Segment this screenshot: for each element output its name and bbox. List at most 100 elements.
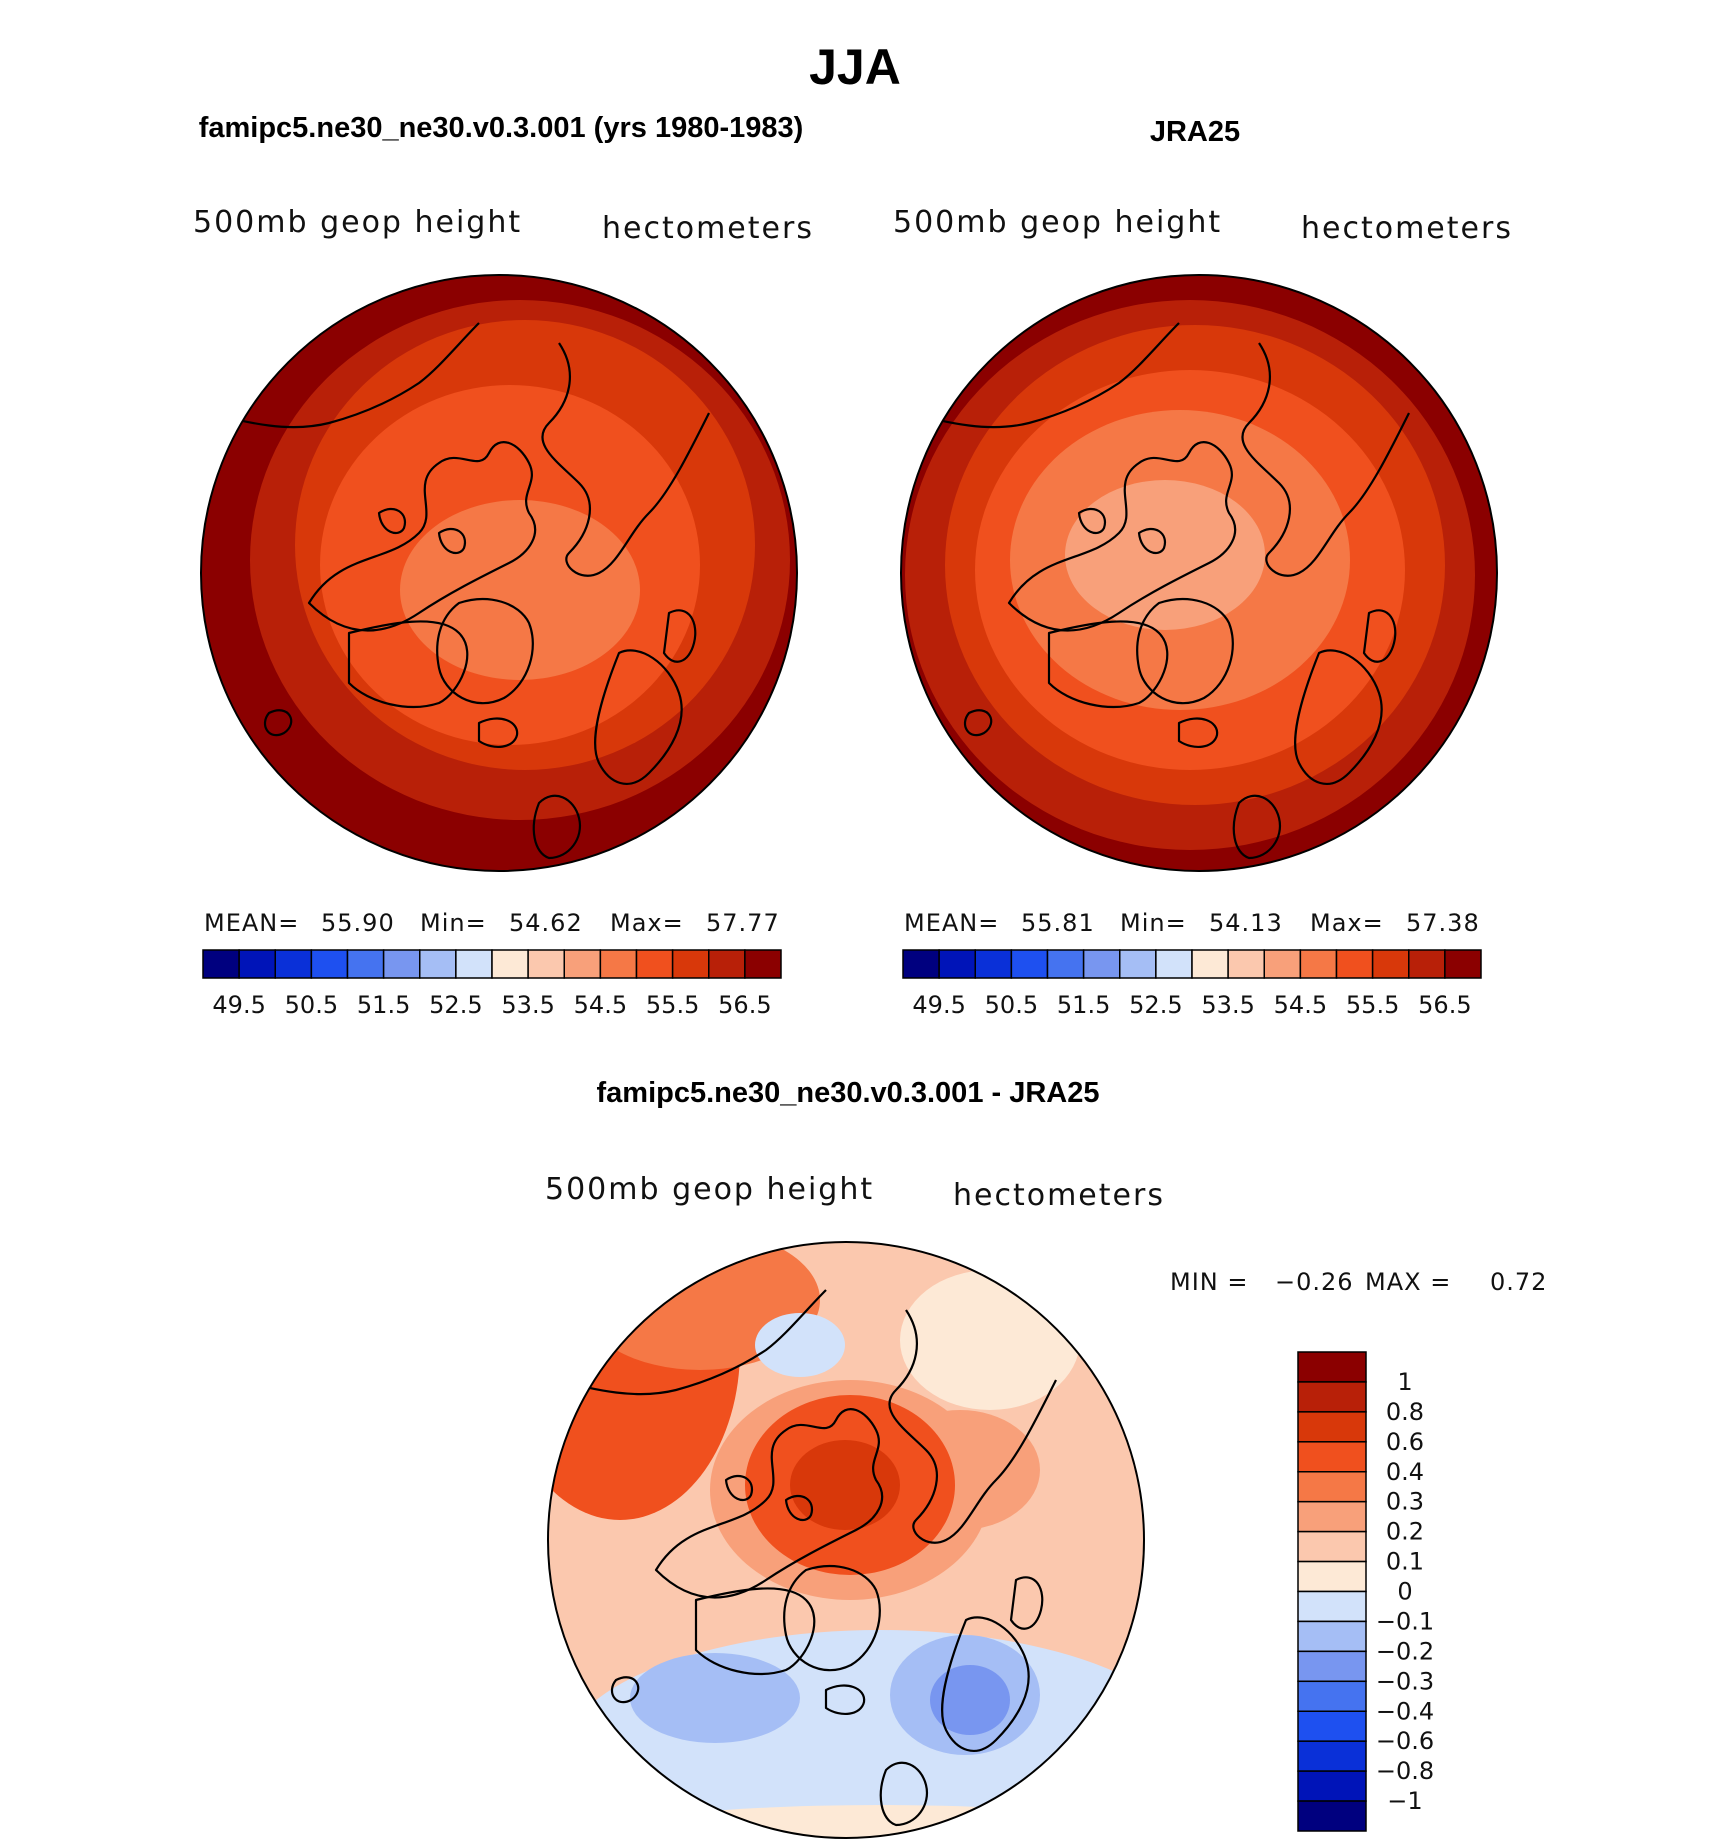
colorbar-swatch [1371,949,1410,979]
stats-row: MEAN= 55.81 Min= 54.13 Max= 57.38 [904,909,1480,937]
colorbar-swatch [599,949,638,979]
colorbar-swatch [419,949,457,979]
colorbar-swatch [238,949,276,979]
colorbar-swatch [527,949,565,979]
colorbar-swatch [202,949,240,979]
colorbar-tick-label: 51.5 [1057,991,1110,1019]
colorbar-swatch [1263,949,1302,979]
colorbar-tick-label: 0.6 [1386,1428,1424,1456]
panel-difference: famipc5.ne30_ne30.v0.3.001 - JRA25 500mb… [545,1077,1547,1839]
colorbar-mean-model: 49.5 50.5 51.5 52.5 53.5 54.5 55.5 56.5 [202,949,782,1019]
colorbar-tick-label: 0.8 [1386,1398,1424,1426]
colorbar-swatch [1297,1680,1367,1712]
colorbar-tick-label: 56.5 [718,991,771,1019]
colorbar-swatch [346,949,385,979]
colorbar-tick-label: 54.5 [574,991,627,1019]
colorbar-swatch [1297,1351,1367,1383]
colorbar-tick-label: −0.3 [1376,1667,1434,1695]
figure-title: JJA [809,39,901,95]
max-value: 0.72 [1490,1268,1547,1296]
colorbar-swatch [491,949,529,979]
contour-band-0.05 [900,1270,1080,1410]
colorbar-tick-label: −0.6 [1376,1727,1434,1755]
colorbar-swatch [1191,949,1229,979]
units-label: hectometers [1301,211,1513,246]
colorbar-swatch [1155,949,1193,979]
panel-title: JRA25 [1150,116,1240,148]
min-value: 54.62 [509,909,583,937]
mean-label: MEAN= [204,909,299,937]
panel-title: famipc5.ne30_ne30.v0.3.001 (yrs 1980-198… [199,112,804,144]
colorbar-tick-label: 0.2 [1386,1518,1424,1546]
min-value: −0.26 [1275,1268,1354,1296]
colorbar-swatch [974,949,1013,979]
contour-band-neg-0.3 [930,1665,1010,1735]
stats-row: MIN = −0.26 MAX = 0.72 [1170,1268,1547,1296]
colorbar-swatch [1299,949,1338,979]
colorbar-swatch [1297,1590,1367,1623]
colorbar-swatch [902,949,940,979]
colorbar-tick-label: −0.1 [1376,1607,1434,1635]
colorbar-swatch [1335,949,1374,979]
colorbar-tick-label: 55.5 [646,991,699,1019]
contour-band-neg-0.2a [630,1653,800,1743]
map-boundary [900,274,1498,872]
colorbar-swatch [938,949,976,979]
mean-value: 55.90 [321,909,395,937]
colorbar-tick-label: 50.5 [285,991,338,1019]
colorbar-tick-label: 52.5 [1129,991,1182,1019]
colorbar-swatch [1297,1500,1367,1533]
mean-value: 55.81 [1021,909,1095,937]
min-label: MIN = [1170,1268,1248,1296]
colorbar-swatch [563,949,602,979]
colorbar-swatch [1297,1471,1367,1503]
polar-map [548,1242,1144,1838]
contour-band-zero [560,1805,1144,1838]
max-value: 57.38 [1406,909,1480,937]
colorbar-tick-label: 0.4 [1386,1458,1424,1486]
stats-row: MEAN= 55.90 Min= 54.62 Max= 57.77 [204,909,779,937]
variable-label: 500mb geop height [545,1172,874,1207]
colorbar-swatch [1297,1650,1367,1683]
colorbar-swatch [1297,1411,1367,1443]
colorbar-tick-label: 49.5 [212,991,265,1019]
colorbar-swatch [1082,949,1121,979]
panel-obs: JRA25 500mb geop height hectometers MEAN… [893,116,1513,1019]
colorbar-swatch [455,949,493,979]
contour-band-0.6 [790,1440,900,1530]
colorbar-tick-label: −0.2 [1376,1637,1434,1665]
contour-band-neg-0.1a [755,1313,845,1377]
max-label: Max= [610,909,684,937]
panel-title: famipc5.ne30_ne30.v0.3.001 - JRA25 [597,1077,1100,1109]
map-boundary [200,274,798,872]
units-label: hectometers [953,1178,1165,1213]
colorbar-swatch [1297,1530,1367,1563]
colorbar-tick-label: −0.8 [1376,1757,1434,1785]
colorbar-tick-label: 50.5 [985,991,1038,1019]
max-label: MAX = [1365,1268,1451,1296]
colorbar-swatch [744,949,782,979]
colorbar-tick-label: 49.5 [912,991,965,1019]
colorbar-tick-label: 53.5 [1201,991,1254,1019]
colorbar-swatch [1227,949,1265,979]
colorbar-tick-label: 0.3 [1386,1488,1424,1516]
polar-map [201,275,797,871]
colorbar-swatch [1297,1710,1367,1742]
colorbar-mean-obs: 49.5 50.5 51.5 52.5 53.5 54.5 55.5 56.5 [902,949,1482,1019]
colorbar-tick-label: −1 [1387,1787,1422,1815]
min-label: Min= [1120,909,1187,937]
polar-map [901,275,1497,871]
colorbar-swatch [635,949,674,979]
colorbar-tick-label: 0 [1397,1578,1412,1606]
min-value: 54.13 [1209,909,1283,937]
colorbar-swatch [1297,1441,1367,1473]
colorbar-swatch [1297,1740,1367,1772]
colorbar-swatch [1297,1800,1367,1832]
colorbar-swatch [1297,1381,1367,1413]
colorbar-tick-label: 53.5 [501,991,554,1019]
colorbar-swatch [671,949,710,979]
colorbar-tick-label: 1 [1397,1368,1412,1396]
colorbar-swatch [708,949,746,979]
colorbar-swatch [1297,1770,1367,1802]
